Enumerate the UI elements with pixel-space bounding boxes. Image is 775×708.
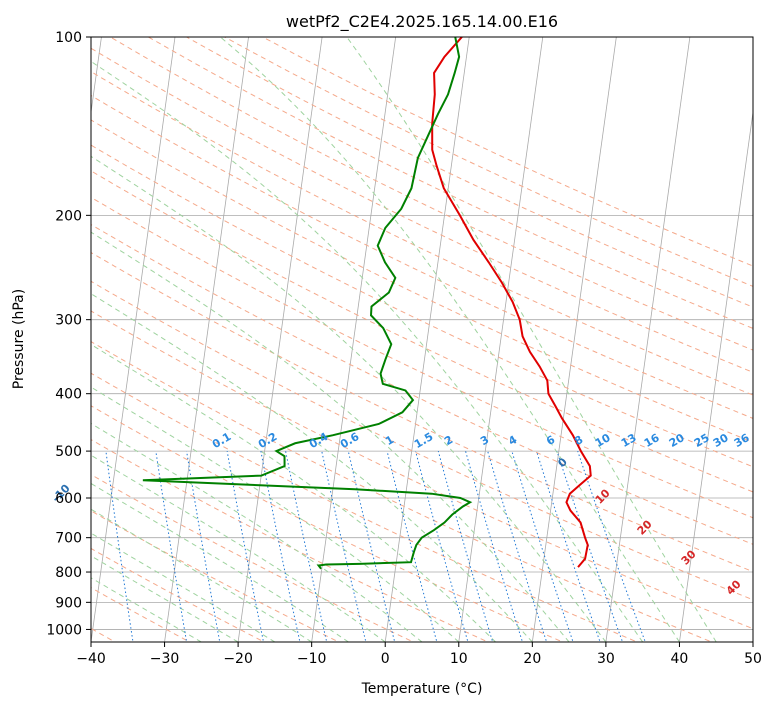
isotherm-line: [605, 37, 691, 642]
y-tick-label: 400: [55, 387, 82, 403]
isotherm-line: [91, 37, 176, 642]
mixing-ratio-line: [386, 450, 438, 642]
mixing-ratio-line: [487, 450, 548, 642]
y-tick-label: 800: [55, 565, 82, 581]
dry-adiabat-line: [91, 439, 490, 642]
isotherm-line: [531, 37, 617, 642]
dry-adiabat-line: [91, 372, 639, 642]
dry-adiabat-line: [110, 37, 753, 351]
profile-line: [431, 37, 592, 568]
y-axis-label: Pressure (hPa): [11, 289, 27, 389]
mixing-ratio-line: [321, 450, 367, 642]
isotherm-line: [679, 109, 753, 642]
dry-adiabat-line: [91, 196, 753, 519]
mixing-ratio-line: [260, 451, 301, 642]
mixing-ratio-line: [536, 450, 601, 642]
mixing-ratio-line: [347, 450, 396, 642]
isotherm-line: [458, 37, 544, 642]
dry-adiabat-line: [91, 310, 753, 630]
mixing-ratio-line: [511, 450, 574, 642]
isotherm-line: [237, 37, 323, 642]
x-tick-label: 20: [523, 651, 541, 667]
y-ticks: 100 200 300 400 500 600 700 800 900 1000: [46, 30, 91, 638]
y-tick-label: 200: [55, 208, 82, 224]
mixing-ratio-line: [577, 450, 646, 642]
x-tick-label: 50: [744, 651, 762, 667]
isotherm-line: [311, 37, 397, 642]
dry-adiabat-line: [224, 37, 753, 287]
mixing-ratio-line: [556, 450, 624, 642]
moist-adiabat-line: [91, 555, 239, 642]
moist-adiabat-line: [91, 454, 386, 642]
mixing-ratio-line: [226, 451, 265, 642]
y-tick-label: 100: [55, 30, 82, 46]
moist-adiabat-line: [91, 482, 349, 642]
dry-adiabat-line: [91, 251, 753, 573]
profile-lines: [142, 37, 592, 570]
dry-adiabat-line: [91, 170, 753, 493]
x-ticks: −40 −30 −20 −10 0 10 20 30 40 50: [76, 642, 762, 667]
mixing-ratio-line: [415, 450, 469, 642]
plot-frame: [90, 36, 754, 643]
moist-adiabat-line: [91, 386, 460, 642]
dry-adiabat-line: [91, 71, 753, 396]
moist-adiabat-line: [91, 231, 570, 642]
y-tick-label: 600: [55, 491, 82, 507]
x-tick-label: −40: [76, 651, 106, 667]
x-tick-label: −10: [297, 651, 327, 667]
y-tick-label: 300: [55, 313, 82, 329]
mixing-ratio-line: [186, 451, 221, 642]
x-tick-label: 40: [671, 651, 689, 667]
y-tick-label: 1000: [46, 622, 82, 638]
moist-adiabat-line: [91, 60, 644, 642]
x-tick-label: 30: [597, 651, 615, 667]
moist-adiabat-line: [219, 37, 680, 642]
dry-adiabat-line: [91, 510, 340, 642]
chart-title: wetPf2_C2E4.2025.165.14.00.E16: [286, 12, 558, 32]
dry-adiabat-line: [91, 405, 564, 642]
mixing-ratio-line: [285, 451, 328, 642]
moist-adiabat-line: [91, 293, 533, 642]
mixing-ratio-line: [465, 450, 523, 642]
dry-adiabat-line: [91, 547, 266, 642]
y-tick-label: 500: [55, 444, 82, 460]
dry-adiabat-line: [91, 223, 753, 545]
x-tick-label: 0: [381, 651, 390, 667]
isotherm-line: [384, 37, 470, 642]
moist-adiabat-line: [91, 577, 202, 642]
mixing-ratio-line: [155, 451, 188, 642]
moist-adiabat-line: [91, 532, 276, 642]
moist-adiabat-line: [91, 422, 423, 642]
moist-adiabat-line: [346, 37, 717, 642]
dry-adiabat-line: [91, 280, 753, 601]
profile-line: [142, 37, 473, 570]
background-lines: [91, 37, 753, 642]
x-tick-label: −20: [223, 651, 253, 667]
x-tick-label: −30: [150, 651, 180, 667]
y-tick-label: 900: [55, 595, 82, 611]
y-tick-label: 700: [55, 531, 82, 547]
mixing-ratio-line: [437, 450, 494, 642]
dry-adiabat-line: [148, 37, 753, 329]
x-axis-label: Temperature (°C): [361, 681, 483, 697]
isotherm-line: [164, 37, 249, 642]
x-tick-label: 10: [450, 651, 468, 667]
